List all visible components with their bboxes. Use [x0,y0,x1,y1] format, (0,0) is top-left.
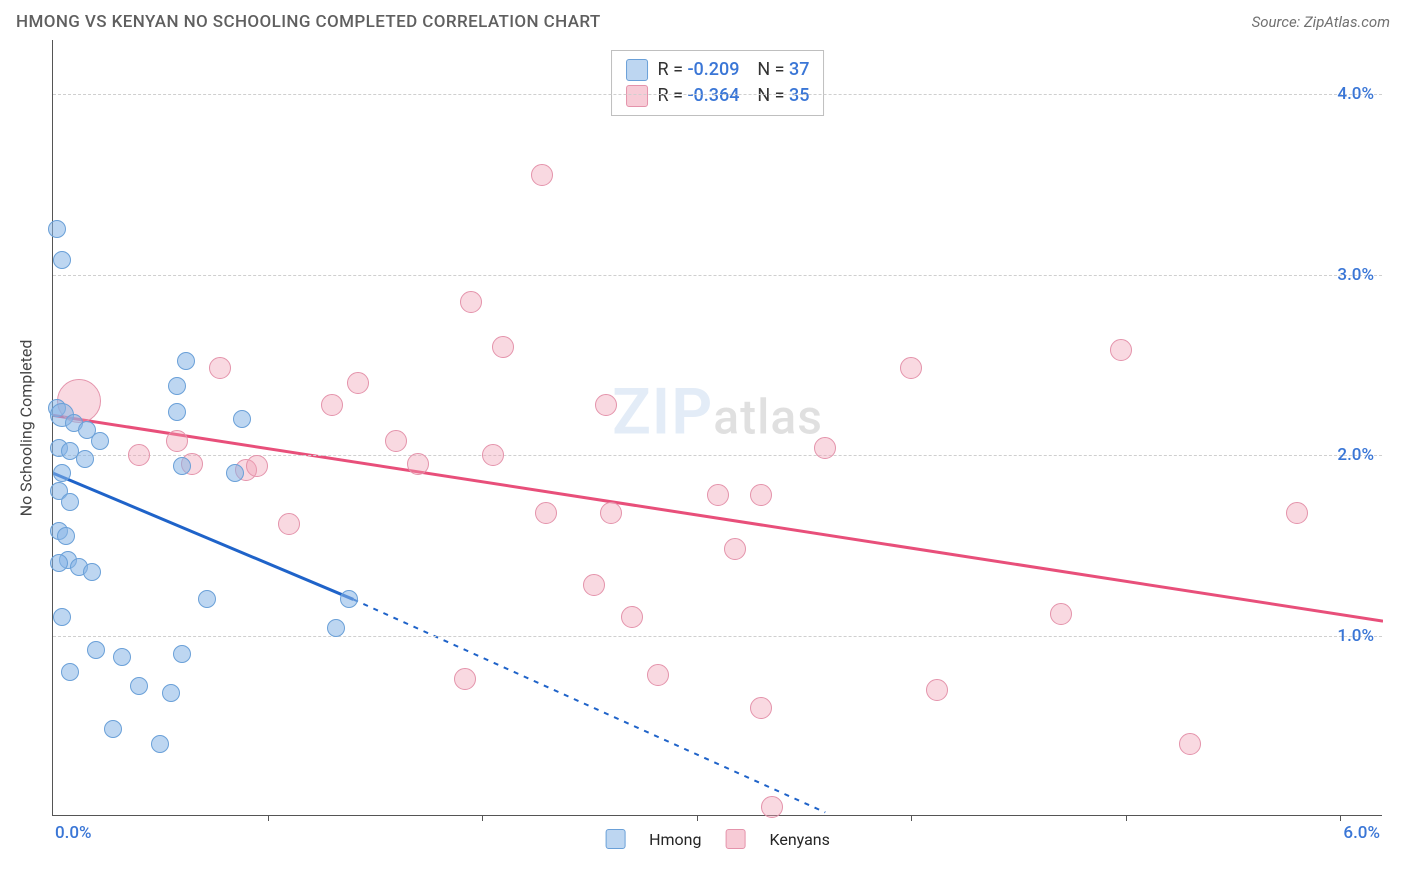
data-point [535,502,557,524]
gridline-y [53,94,1382,95]
y-tick-label: 3.0% [1337,265,1374,285]
legend-label-kenyans: Kenyans [769,830,829,849]
data-point [91,432,109,450]
data-point [246,455,268,477]
x-axis-min-label: 0.0% [55,823,92,843]
legend-swatch-kenyans-bottom [725,829,745,849]
x-axis-max-label: 6.0% [1343,823,1380,843]
watermark: ZIPatlas [612,375,823,450]
legend-row-kenyans: R = -0.364 N = 35 [626,83,810,109]
chart-title: HMONG VS KENYAN NO SCHOOLING COMPLETED C… [16,12,601,32]
data-point [233,410,251,428]
data-point [61,663,79,681]
data-point [48,220,66,238]
data-point [87,641,105,659]
x-tick [697,815,698,821]
data-point [168,377,186,395]
data-point [104,720,122,738]
legend-statistics: R = -0.209 N = 37 R = -0.364 N = 35 [611,50,825,116]
data-point [750,484,772,506]
gridline-y [53,275,1382,276]
data-point [1286,502,1308,524]
data-point [173,457,191,475]
data-point [407,453,429,475]
data-point [209,357,231,379]
data-point [53,251,71,269]
source-attribution: Source: ZipAtlas.com [1252,13,1390,31]
data-point [1179,733,1201,755]
legend-label-hmong: Hmong [649,830,701,849]
data-point [900,357,922,379]
data-point [53,464,71,482]
legend-swatch-hmong-bottom [605,829,625,849]
x-tick [1340,815,1341,821]
data-point [347,372,369,394]
data-point [600,502,622,524]
data-point [1050,603,1072,625]
data-point [168,403,186,421]
legend-row-hmong: R = -0.209 N = 37 [626,57,810,83]
data-point [128,444,150,466]
chart-container: No Schooling Completed ZIPatlas R = -0.2… [52,40,1390,816]
gridline-y [53,636,1382,637]
data-point [177,352,195,370]
data-point [162,684,180,702]
data-point [226,464,244,482]
plot-area: ZIPatlas R = -0.209 N = 37 R = -0.364 [52,40,1382,816]
data-point [198,590,216,608]
data-point [595,394,617,416]
data-point [321,394,343,416]
data-point [460,291,482,313]
data-point [707,484,729,506]
data-point [130,677,148,695]
x-tick [268,815,269,821]
data-point [76,450,94,468]
watermark-suffix: atlas [713,389,823,446]
data-point [647,664,669,686]
data-point [531,164,553,186]
data-point [926,679,948,701]
data-point [482,444,504,466]
data-point [166,430,188,452]
legend-swatch-kenyans [626,85,648,107]
data-point [57,527,75,545]
data-point [492,336,514,358]
data-point [278,513,300,535]
data-point [83,563,101,581]
data-point [454,668,476,690]
chart-header: HMONG VS KENYAN NO SCHOOLING COMPLETED C… [16,12,1390,32]
data-point [50,554,68,572]
data-point [814,437,836,459]
y-axis-label: No Schooling Completed [17,340,36,517]
y-tick-label: 4.0% [1337,84,1374,104]
y-tick-label: 1.0% [1337,626,1374,646]
trend-lines [53,40,1383,816]
data-point [583,574,605,596]
watermark-prefix: ZIP [612,375,713,450]
stat-r-kenyans: R = -0.364 N = 35 [658,83,810,109]
data-point [621,606,643,628]
data-point [113,648,131,666]
data-point [151,735,169,753]
data-point [327,619,345,637]
data-point [385,430,407,452]
data-point [750,697,772,719]
legend-swatch-hmong [626,59,648,81]
data-point [173,645,191,663]
y-tick-label: 2.0% [1337,445,1374,465]
x-tick [1126,815,1127,821]
legend-series: Hmong Kenyans [605,829,830,849]
data-point [761,796,783,818]
data-point [53,608,71,626]
x-tick [911,815,912,821]
data-point [61,493,79,511]
data-point [340,590,358,608]
data-point [724,538,746,560]
stat-r-hmong: R = -0.209 N = 37 [658,57,810,83]
x-tick [482,815,483,821]
data-point [1110,339,1132,361]
